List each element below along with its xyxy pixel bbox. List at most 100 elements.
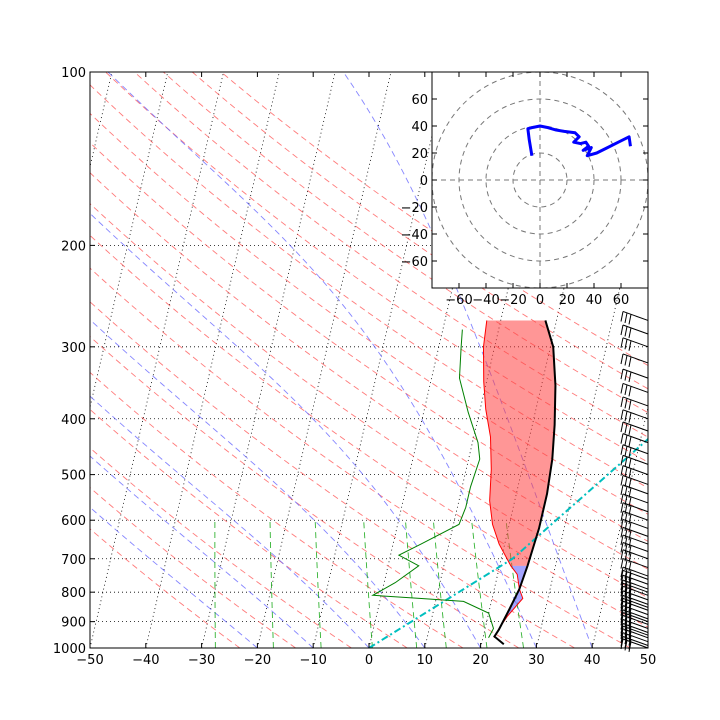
wind-barb-flag [624, 602, 628, 613]
dry-adiabat-line [90, 528, 241, 648]
isotherm-line [257, 72, 392, 648]
hodograph-x-tick-label: 60 [613, 293, 630, 308]
wind-barb-flag [624, 611, 628, 622]
wind-barb-flag [620, 433, 624, 444]
wind-barb-flag [624, 576, 628, 587]
wind-barb-flag [620, 570, 624, 581]
wind-barb-flag [624, 486, 628, 497]
x-tick-label: 50 [640, 653, 657, 668]
wind-barb-flag [624, 398, 628, 409]
wind-barb-flag [624, 613, 628, 625]
wind-barb-flag [628, 601, 632, 612]
wind-barb-flag [624, 312, 628, 324]
wind-barb-flag [624, 543, 628, 555]
dry-adiabat-line [134, 72, 648, 438]
wind-barb [620, 590, 649, 604]
wind-barb-flag [628, 458, 632, 469]
wind-barb-flag [628, 356, 632, 367]
wind-barb-flag [624, 606, 628, 618]
wind-barb-flag [628, 371, 632, 383]
wind-barb [620, 484, 649, 498]
wind-barb-flag [624, 446, 628, 457]
wind-barb-flag [620, 527, 624, 538]
mixing-ratio-line [405, 520, 418, 648]
hodograph-y-tick-label: −40 [401, 228, 428, 243]
wind-barb-flag [624, 630, 628, 641]
hodograph-y-tick-label: −20 [401, 201, 428, 216]
wind-barb [620, 421, 649, 435]
wind-barb-flag [620, 595, 624, 606]
lcl-dry-adiabat-line [368, 437, 648, 648]
wind-barb-flag [624, 571, 628, 582]
hodograph-grid [432, 72, 648, 288]
wind-barb-flag [628, 436, 632, 447]
wind-barb-flag [628, 552, 632, 563]
moist-adiabat-line [90, 395, 370, 648]
wind-barb-flag [624, 584, 628, 595]
wind-barb-flag [628, 496, 632, 507]
wind-barb [620, 444, 649, 458]
wind-barb-flag [624, 624, 628, 636]
wind-barb-flag [620, 337, 624, 348]
dry-adiabat-line [90, 371, 464, 648]
wind-barb-flag [620, 421, 624, 433]
wind-barb-flag [620, 534, 624, 546]
isotherm-line [90, 72, 224, 648]
wind-barb-flag [620, 612, 624, 623]
y-tick-label: 700 [61, 553, 86, 568]
y-tick-label: 600 [61, 514, 86, 529]
wind-barb-flag [628, 561, 632, 572]
moist-adiabat-line [342, 72, 593, 648]
wind-barb-flag [628, 327, 632, 338]
hodograph-x-tick-label: 20 [559, 293, 576, 308]
hodograph-y-tick-label: −60 [401, 255, 428, 270]
wind-barb-flag [620, 465, 624, 476]
wind-barb [620, 465, 649, 479]
wind-barb-flag [620, 598, 624, 609]
y-tick-label: 500 [61, 469, 86, 484]
wind-barb [620, 574, 649, 589]
wind-barb-flag [620, 383, 624, 394]
wind-barb [620, 502, 649, 516]
hodograph-y-tick-label: 40 [411, 120, 428, 135]
wind-barb-flag [620, 519, 624, 530]
wind-barb-flag [628, 593, 632, 604]
mixing-ratio-line [471, 520, 488, 648]
wind-barb-flag [620, 583, 624, 594]
wind-barb-flag [624, 616, 628, 627]
wind-barb-flag [624, 596, 628, 607]
wind-barb-flag [620, 502, 624, 513]
wind-barb-flag [620, 626, 624, 637]
wind-barb-flag [628, 412, 632, 423]
y-tick-label: 800 [61, 586, 86, 601]
wind-barb-flag [620, 493, 624, 505]
temperature-line [482, 320, 524, 639]
wind-barb [620, 534, 649, 549]
wind-barbs [620, 310, 649, 652]
wind-barb-flag [628, 604, 632, 615]
wind-barb-flag [624, 592, 628, 603]
dry-adiabat-line [90, 84, 648, 489]
wind-barb-flag [620, 455, 624, 466]
wind-barb-flag [620, 484, 624, 495]
wind-barb-flag [620, 601, 624, 612]
wind-barb-flag [620, 558, 624, 569]
wind-barb-flag [624, 326, 628, 337]
wind-barb-flag [624, 495, 628, 506]
moist-adiabat-line [90, 319, 426, 648]
isotherm-line [0, 72, 56, 648]
mixing-ratio-line [432, 520, 447, 648]
dewpoint-line [371, 329, 495, 639]
wind-barb [620, 382, 649, 397]
isotherm-line [312, 72, 448, 648]
wind-barb [620, 510, 649, 525]
wind-barb [620, 632, 649, 646]
wind-barb [620, 628, 649, 642]
dry-adiabat-line [90, 301, 575, 648]
wind-barb-flag [628, 487, 632, 498]
wind-barb-flag [628, 340, 632, 351]
y-tick-label: 200 [61, 239, 86, 254]
moist-adiabat-line [90, 506, 258, 648]
wind-barb-flag [620, 575, 624, 586]
